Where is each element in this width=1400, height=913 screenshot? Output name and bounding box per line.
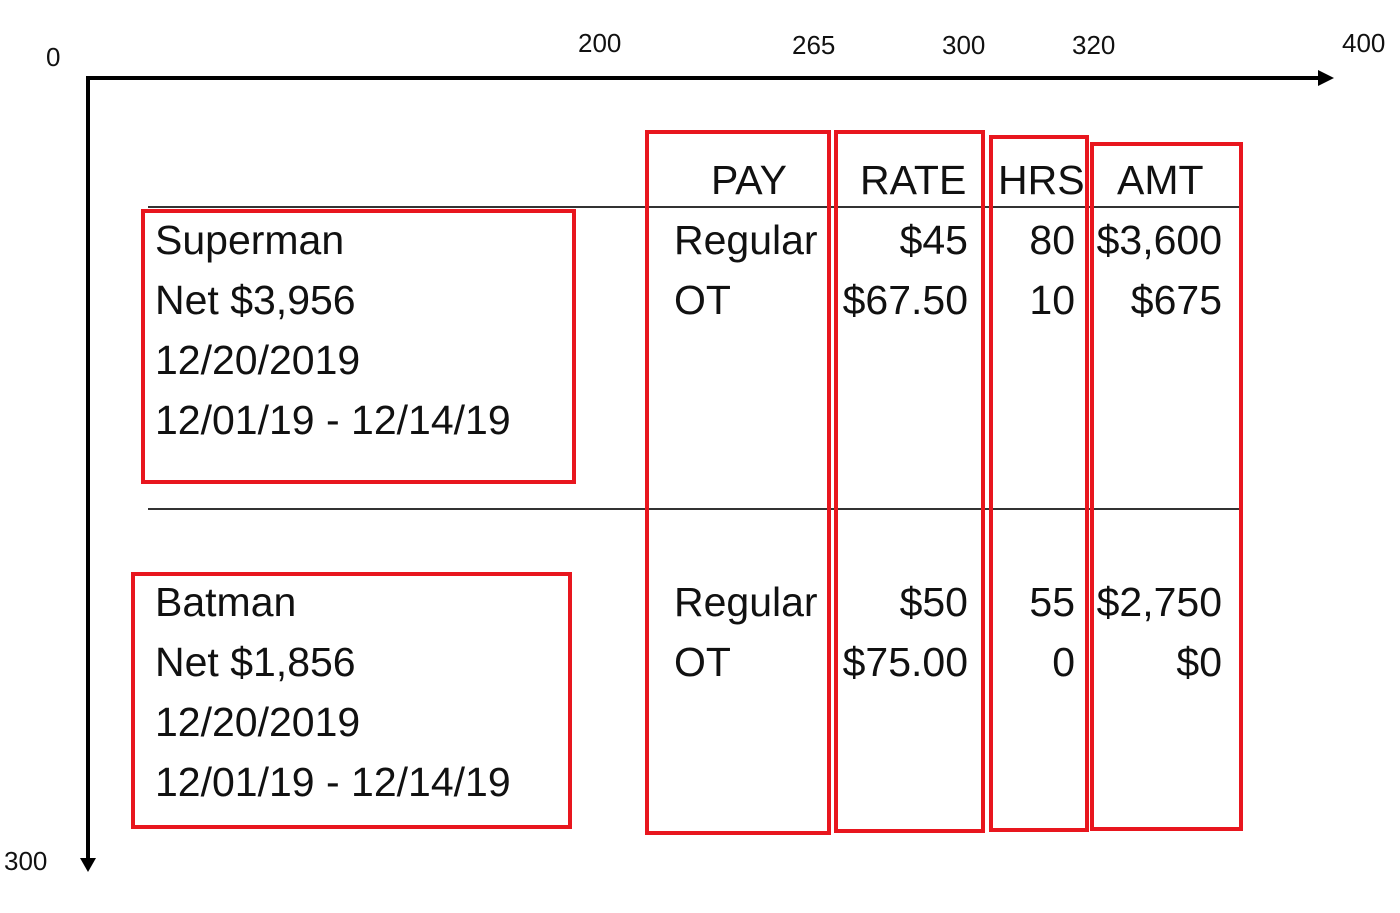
row-rate: $67.50 [842, 277, 968, 323]
row-pay: Regular [674, 579, 818, 625]
row-amt: $2,750 [1096, 579, 1222, 625]
x-tick-265: 265 [792, 30, 836, 60]
row-amt: $0 [1176, 639, 1222, 685]
hrs-column-box [989, 135, 1089, 832]
x-tick-320: 320 [1072, 30, 1116, 60]
record-2-info-box [131, 572, 572, 829]
x-axis-line [86, 76, 1322, 80]
amt-column-box [1090, 142, 1243, 831]
y-tick-300: 300 [4, 846, 48, 876]
row-hrs: 0 [1052, 639, 1075, 685]
record-period: 12/01/19 - 12/14/19 [155, 759, 511, 805]
rate-header: RATE [860, 157, 967, 203]
record-net: Net $1,856 [155, 639, 356, 685]
x-axis-arrow-icon [1318, 70, 1334, 86]
row-rate: $50 [899, 579, 968, 625]
record-date: 12/20/2019 [155, 699, 361, 745]
hrs-header: HRS [998, 157, 1085, 203]
record-divider [148, 508, 1240, 510]
pay-column-box [645, 130, 831, 835]
x-tick-200: 200 [578, 28, 622, 58]
amt-header: AMT [1117, 157, 1204, 203]
row-amt: $675 [1130, 277, 1222, 323]
row-rate: $75.00 [842, 639, 968, 685]
pay-header: PAY [711, 157, 787, 203]
y-axis-arrow-icon [80, 858, 96, 872]
row-hrs: 10 [1029, 277, 1075, 323]
y-axis-line [86, 76, 90, 860]
header-divider [148, 206, 1240, 208]
record-period: 12/01/19 - 12/14/19 [155, 397, 511, 443]
x-tick-300: 300 [942, 30, 986, 60]
record-net: Net $3,956 [155, 277, 356, 323]
record-name: Batman [155, 579, 297, 625]
x-tick-0: 0 [46, 42, 61, 72]
rate-column-box [834, 130, 985, 833]
x-tick-400: 400 [1342, 28, 1386, 58]
record-name: Superman [155, 217, 345, 263]
row-pay: Regular [674, 217, 818, 263]
row-rate: $45 [899, 217, 968, 263]
row-amt: $3,600 [1096, 217, 1222, 263]
row-pay: OT [674, 277, 731, 323]
record-1-info-box [141, 209, 576, 484]
row-pay: OT [674, 639, 731, 685]
row-hrs: 80 [1029, 217, 1075, 263]
record-date: 12/20/2019 [155, 337, 361, 383]
row-hrs: 55 [1029, 579, 1075, 625]
